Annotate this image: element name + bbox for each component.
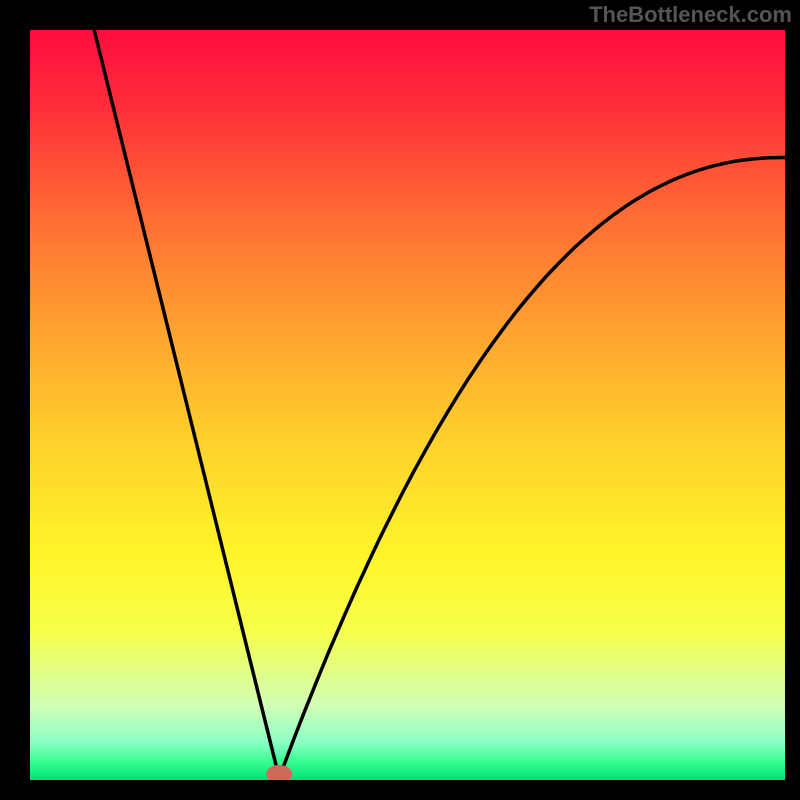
gradient-plot <box>30 30 785 780</box>
frame: TheBottleneck.com <box>0 0 800 800</box>
watermark-text: TheBottleneck.com <box>589 2 792 28</box>
